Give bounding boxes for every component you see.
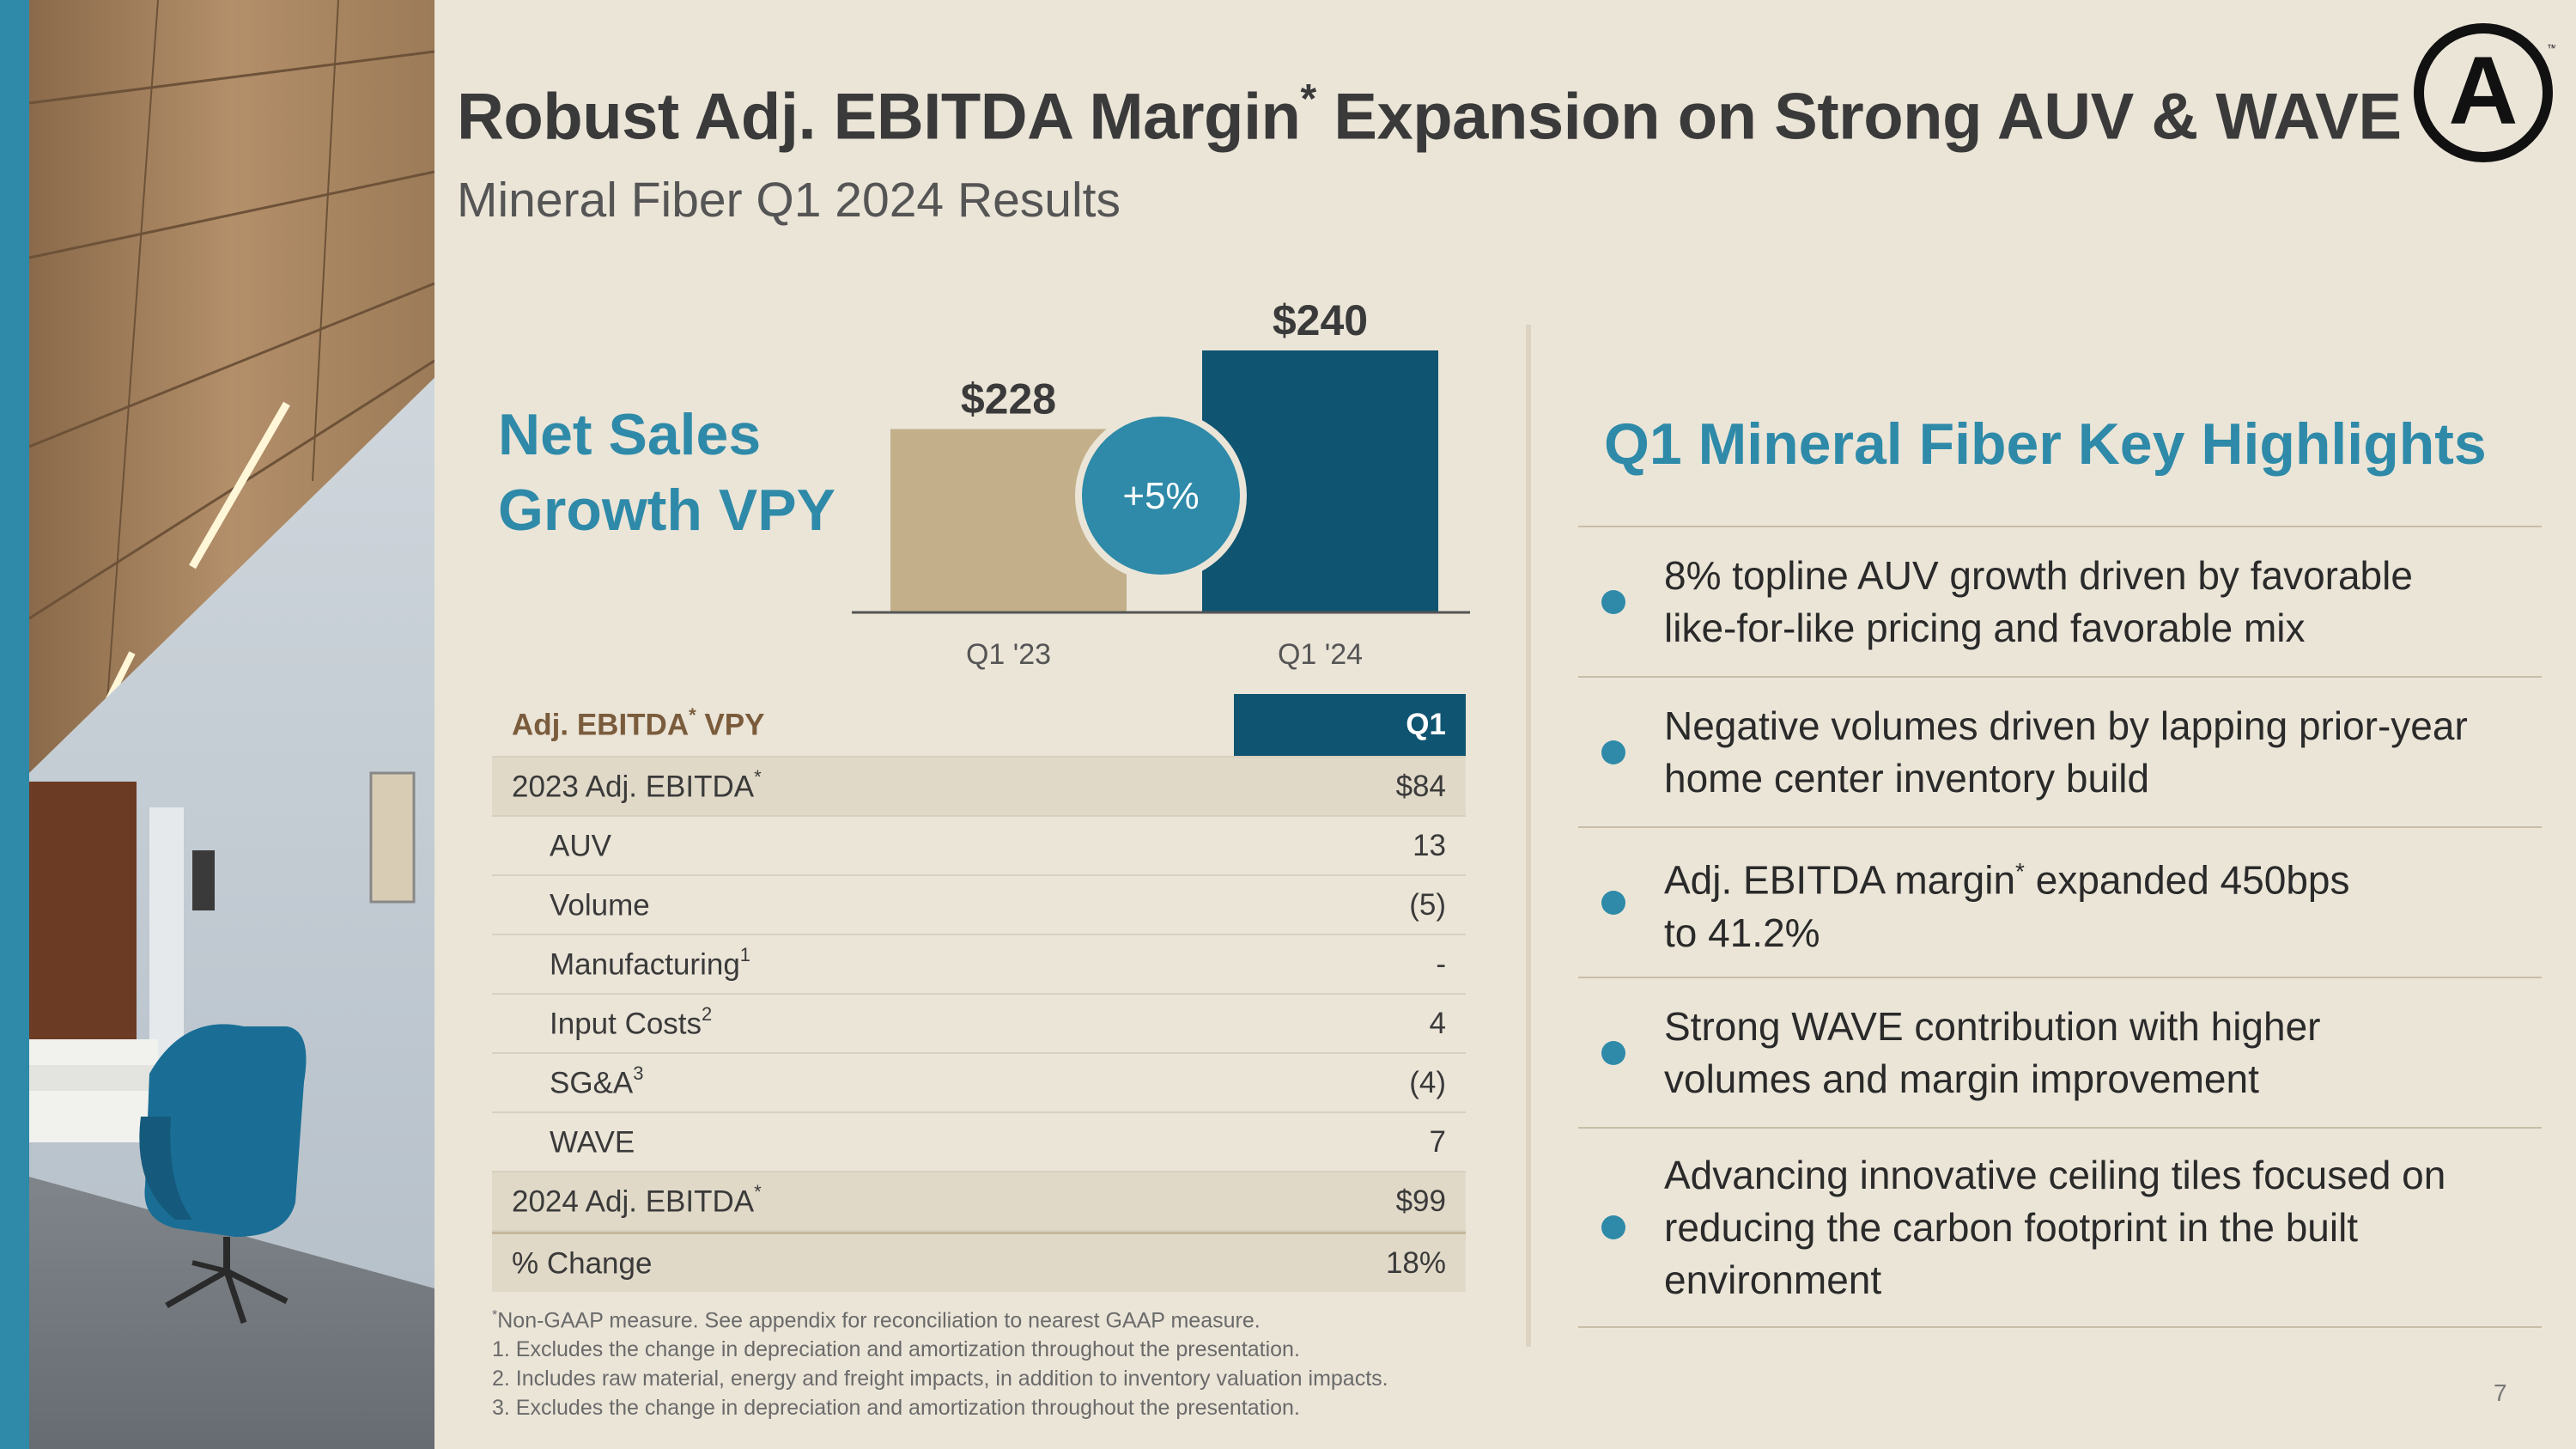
footnote-2: 2. Includes raw material, energy and fre… — [492, 1367, 1388, 1391]
footnote-non-gaap: *Non-GAAP measure. See appendix for reco… — [492, 1308, 1261, 1333]
bullet-dot-icon — [1601, 1215, 1625, 1239]
growth-badge-circle — [1075, 410, 1247, 581]
category-label-1: Q1 '24 — [1278, 638, 1363, 671]
highlight-item: Advancing innovative ceiling tiles focus… — [1578, 1129, 2542, 1328]
highlight-item: Strong WAVE contribution with higher vol… — [1578, 978, 2542, 1129]
table-row-wave: WAVE 7 — [492, 1113, 1466, 1172]
logo-trademark: ™ — [2547, 42, 2555, 54]
table-row-sga: SG&A3 (4) — [492, 1054, 1466, 1113]
growth-badge: +5% — [1075, 410, 1247, 581]
net-sales-label: Net Sales Growth VPY — [498, 397, 835, 548]
footnotes: *Non-GAAP measure. See appendix for reco… — [492, 1301, 1388, 1422]
table-row-manufacturing: Manufacturing1 - — [492, 935, 1466, 995]
armstrong-logo-icon: A ™ — [2411, 21, 2557, 165]
bullet-dot-icon — [1601, 890, 1625, 915]
table-row-input-costs: Input Costs2 4 — [492, 995, 1466, 1054]
bar-value-label-1: $240 — [1273, 296, 1368, 344]
footnote-1: 1. Excludes the change in depreciation a… — [492, 1337, 1300, 1362]
highlight-item: Adj. EBITDA margin* expanded 450bps to 4… — [1578, 828, 2542, 978]
highlights-title: Q1 Mineral Fiber Key Highlights — [1604, 411, 2487, 477]
net-sales-bar-chart: $228 Q1 '23 $240 Q1 '24 +5% — [852, 296, 1470, 671]
growth-badge-text: +5% — [1122, 475, 1199, 517]
bullet-dot-icon — [1601, 740, 1625, 764]
page-number: 7 — [2494, 1379, 2507, 1406]
table-header-label: Adj. EBITDA* VPY — [512, 704, 765, 742]
highlight-item: Negative volumes driven by lapping prior… — [1578, 678, 2542, 828]
logo-letter: A — [2449, 37, 2518, 144]
slide-title: Robust Adj. EBITDA Margin* Expansion on … — [457, 76, 2402, 154]
office-interior-photo — [29, 0, 434, 1449]
accent-stripe — [0, 0, 29, 1449]
table-row-2024-ebitda: 2024 Adj. EBITDA* $99 — [492, 1172, 1466, 1232]
net-sales-line2: Growth VPY — [498, 478, 835, 543]
table-row-percent-change: % Change 18% — [492, 1232, 1466, 1292]
bar-value-label-0: $228 — [961, 375, 1056, 423]
highlights-list: 8% topline AUV growth driven by favorabl… — [1578, 526, 2542, 1328]
bullet-dot-icon — [1601, 589, 1625, 614]
net-sales-line1: Net Sales — [498, 402, 762, 467]
adj-ebitda-bridge-table: Adj. EBITDA* VPY Q1 2023 Adj. EBITDA* $8… — [492, 694, 1466, 1292]
category-label-0: Q1 '23 — [966, 638, 1051, 671]
table-header-q1: Q1 — [1234, 694, 1466, 756]
vertical-divider — [1526, 325, 1531, 1347]
footnote-3: 3. Excludes the change in depreciation a… — [492, 1396, 1300, 1421]
table-row-auv: AUV 13 — [492, 817, 1466, 876]
bullet-dot-icon — [1601, 1040, 1625, 1065]
highlight-item: 8% topline AUV growth driven by favorabl… — [1578, 527, 2542, 678]
table-row-2023-ebitda: 2023 Adj. EBITDA* $84 — [492, 758, 1466, 817]
slide-subtitle: Mineral Fiber Q1 2024 Results — [457, 173, 1121, 228]
table-row-volume: Volume (5) — [492, 876, 1466, 935]
table-header-row: Adj. EBITDA* VPY Q1 — [492, 694, 1466, 758]
